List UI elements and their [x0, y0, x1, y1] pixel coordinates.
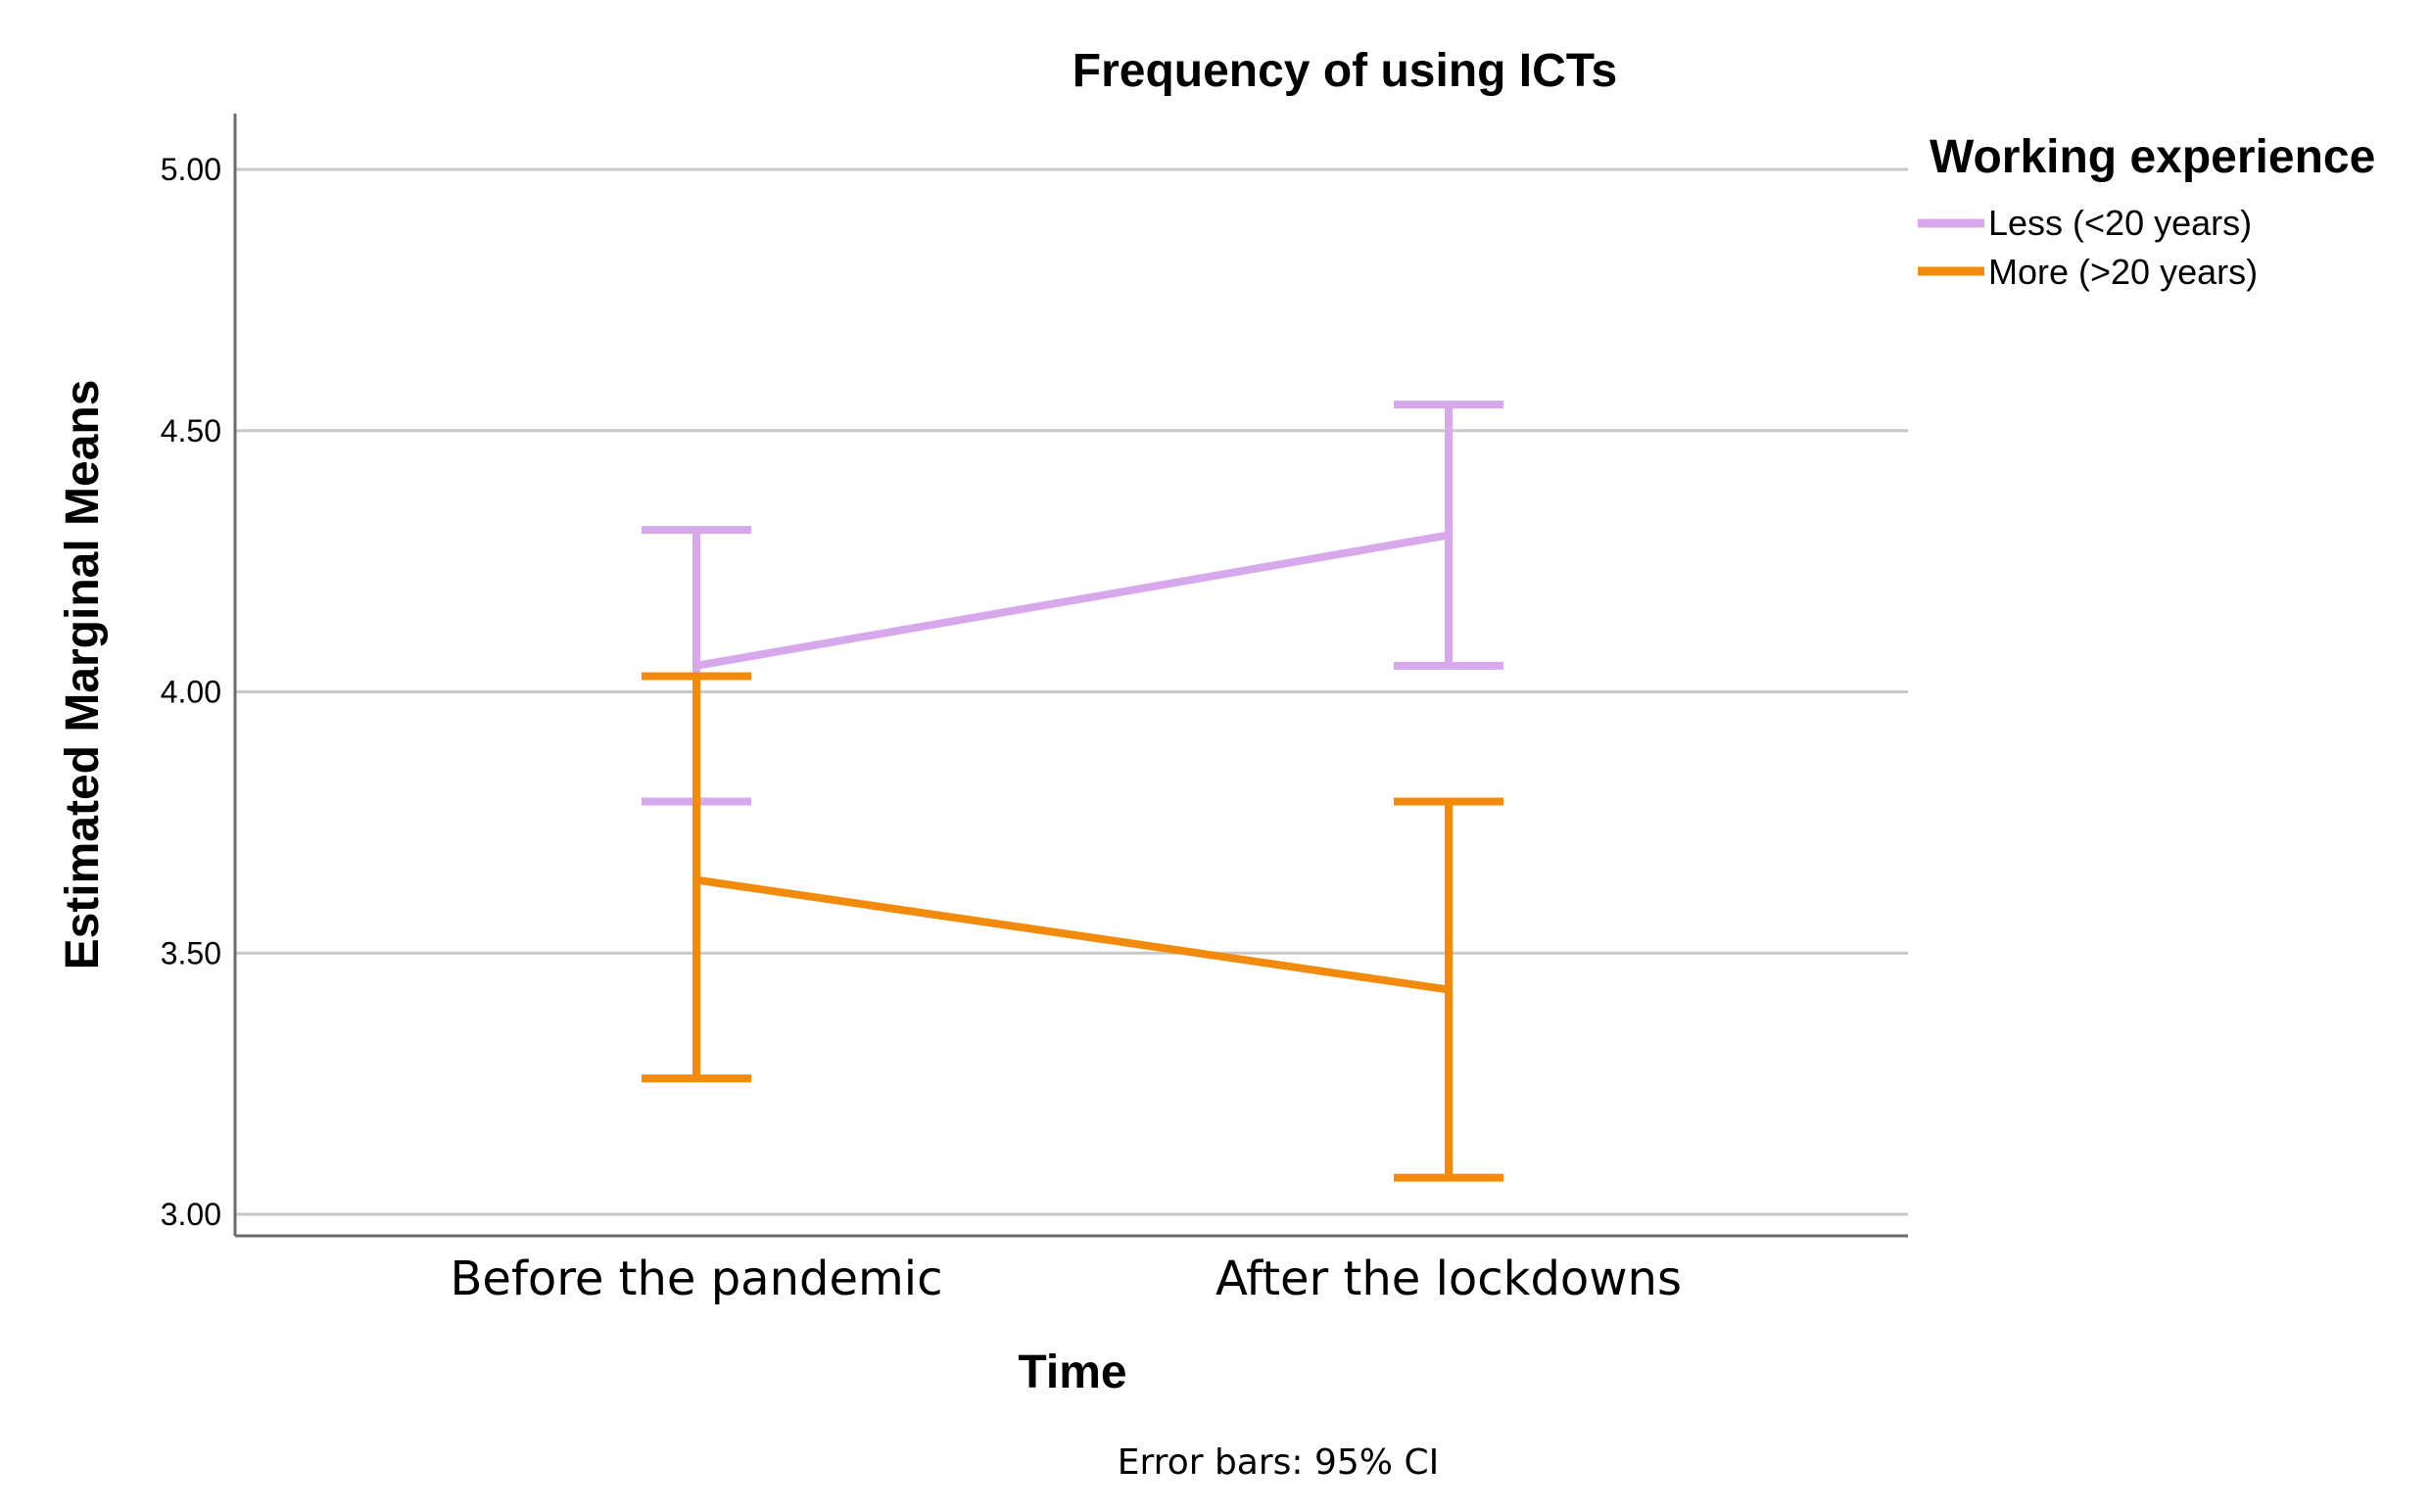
y-tick-label: 4.00 [161, 675, 221, 710]
legend: Working experience Less (<20 years) More… [1918, 131, 2375, 292]
legend-label-more: More (>20 years) [1988, 252, 2258, 292]
series-line [695, 875, 1450, 994]
x-tick-label-after: After the lockdowns [1216, 1252, 1682, 1306]
y-axis-title: Estimated Marginal Means [57, 380, 109, 970]
legend-title: Working experience [1930, 131, 2375, 183]
data-point [692, 661, 700, 670]
x-axis-title: Time [1018, 1347, 1126, 1398]
y-tick-labels: 3.00 3.50 4.00 4.50 5.00 [161, 152, 221, 1232]
series-1 [642, 672, 1503, 1182]
y-tick-label: 4.50 [161, 413, 221, 449]
legend-label-less: Less (<20 years) [1988, 203, 2252, 243]
x-tick-label-before: Before the pandemic [450, 1252, 942, 1306]
gridlines [235, 167, 1908, 1216]
y-tick-label: 3.50 [161, 935, 221, 970]
data-point [692, 875, 700, 884]
chart-title: Frequency of using ICTs [1072, 45, 1618, 97]
series-line [695, 531, 1450, 670]
data-point [1445, 531, 1453, 540]
data-point [1445, 985, 1453, 994]
error-bars-note: Error bars: 95% CI [1118, 1442, 1439, 1483]
data-series [642, 401, 1503, 1182]
y-tick-label: 5.00 [161, 152, 221, 187]
y-tick-label: 3.00 [161, 1197, 221, 1232]
series-0 [642, 401, 1503, 806]
